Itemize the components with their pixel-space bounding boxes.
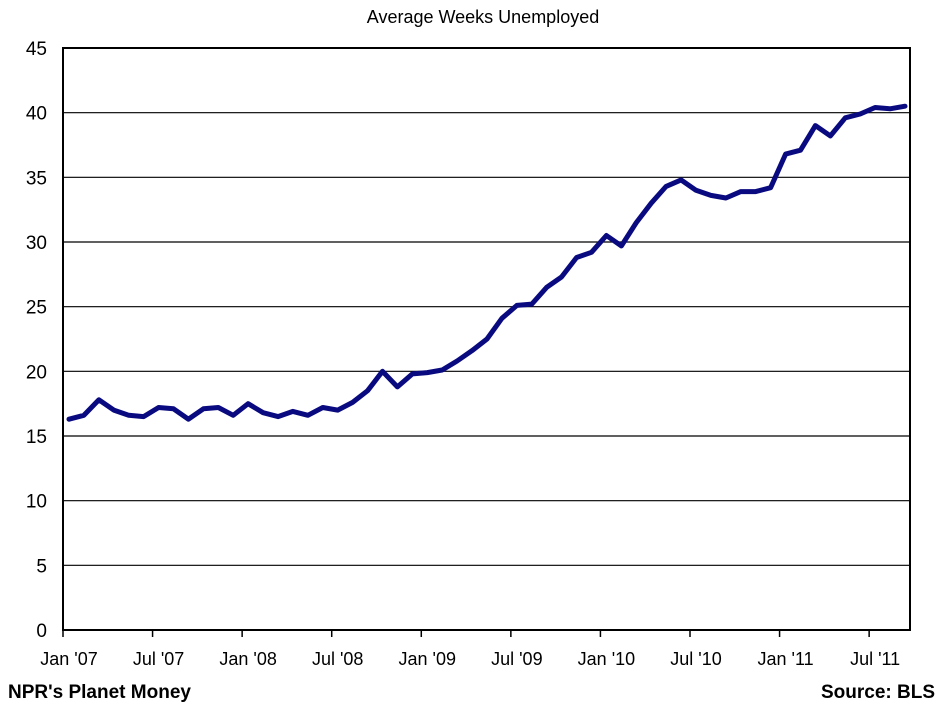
- x-axis-tick-marks: [62, 630, 870, 637]
- x-tick-label: Jul '10: [670, 649, 721, 669]
- x-tick-label: Jul '07: [133, 649, 184, 669]
- x-tick-label: Jan '07: [40, 649, 97, 669]
- x-tick-label: Jul '09: [491, 649, 542, 669]
- x-tick-label: Jan '11: [757, 649, 813, 669]
- plot-area-border: [62, 47, 911, 631]
- x-tick-label: Jan '09: [399, 649, 456, 669]
- chart-title: Average Weeks Unemployed: [367, 7, 599, 27]
- credit-label: NPR's Planet Money: [8, 682, 191, 703]
- y-tick-label: 35: [26, 168, 47, 189]
- x-axis-tick-labels: Jan '07 Jul '07 Jan '08 Jul '08 Jan '09 Jul '…: [40, 649, 900, 669]
- x-tick-label: Jul '11: [850, 649, 900, 669]
- y-tick-label: 40: [26, 104, 47, 125]
- y-tick-label: 0: [36, 621, 47, 642]
- y-tick-label: 15: [26, 427, 47, 448]
- x-tick-label: Jul '08: [312, 649, 363, 669]
- y-tick-label: 5: [36, 556, 47, 577]
- series-layer: [66, 103, 908, 422]
- y-tick-label: 30: [26, 233, 47, 254]
- line-chart: Average Weeks Unemployed 0 5 10 15 20 25 30 35 4…: [26, 7, 911, 669]
- grid-lines: [63, 112, 910, 566]
- y-tick-label: 20: [26, 362, 47, 383]
- x-tick-label: Jan '08: [219, 649, 276, 669]
- y-tick-label: 10: [26, 492, 47, 513]
- y-axis-tick-labels: 0 5 10 15 20 25 30 35 40 45: [26, 39, 47, 642]
- x-tick-label: Jan '10: [578, 649, 635, 669]
- source-label: Source: BLS: [820, 682, 935, 703]
- y-tick-label: 45: [26, 39, 47, 60]
- y-tick-label: 25: [26, 298, 47, 319]
- series-line: [66, 103, 908, 422]
